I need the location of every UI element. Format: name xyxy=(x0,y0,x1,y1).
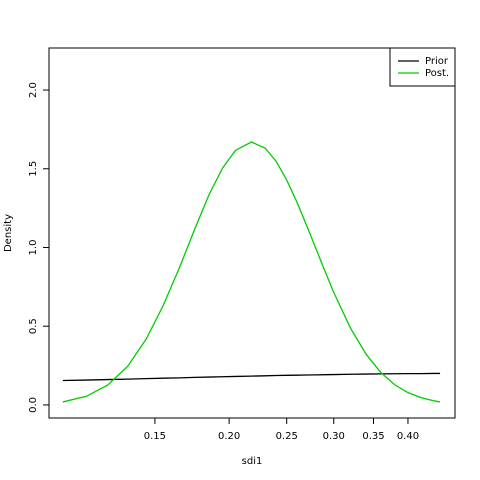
y-tick-label: 1.0 xyxy=(28,240,39,256)
x-tick-label: 0.15 xyxy=(144,431,166,442)
x-tick-label: 0.35 xyxy=(362,431,384,442)
legend-box xyxy=(389,47,456,87)
y-tick-label: 2.0 xyxy=(28,82,39,98)
y-axis-label: Density xyxy=(3,214,14,252)
x-axis-label: sdi1 xyxy=(242,456,263,467)
series-line xyxy=(62,141,441,403)
x-tick-label: 0.20 xyxy=(218,431,240,442)
legend-label: Prior xyxy=(425,56,449,67)
y-tick-label: 1.5 xyxy=(28,161,39,177)
legend-label: Post. xyxy=(425,68,449,79)
x-tick-label: 0.40 xyxy=(397,431,419,442)
y-tick-label: 0.5 xyxy=(28,318,39,334)
series-line xyxy=(62,372,441,382)
y-tick-label: 0.0 xyxy=(28,397,39,413)
x-tick-label: 0.25 xyxy=(276,431,298,442)
plot-frame xyxy=(48,47,456,419)
x-tick-label: 0.30 xyxy=(323,431,345,442)
